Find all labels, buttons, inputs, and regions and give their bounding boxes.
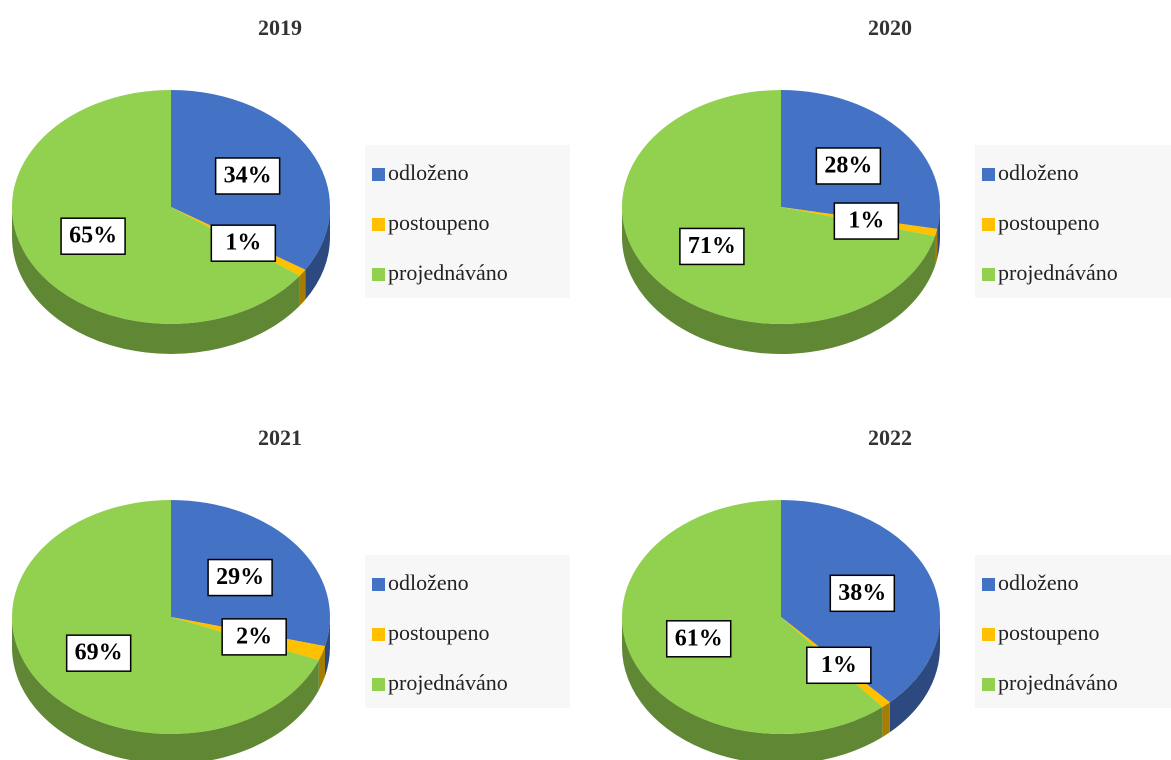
legend-marker (982, 268, 995, 281)
data-label: 2% (236, 623, 272, 649)
legend-marker (982, 168, 995, 181)
pie-side (935, 228, 938, 267)
data-label: 1% (848, 208, 884, 234)
legend-label: odloženo (388, 160, 469, 185)
chart-title: 2021 (258, 425, 302, 450)
data-label-box (221, 618, 287, 656)
legend-label: postoupeno (998, 620, 1099, 645)
legend-box (975, 145, 1171, 298)
legend-label: projednáváno (388, 260, 508, 285)
legend-label: projednáváno (998, 670, 1118, 695)
chart-title: 2020 (868, 15, 912, 40)
legend-marker (372, 628, 385, 641)
pie-side (299, 269, 306, 306)
data-label-box (210, 224, 277, 262)
pie-chart: 2020 28% 1% 71% odloženo postoupeno projednává… (621, 15, 1171, 354)
legend-marker (372, 218, 385, 231)
pie-side (622, 617, 883, 760)
pie-chart: 2019 34% 1% 65% odloženo postoupeno projednává… (11, 15, 570, 354)
legend-marker (982, 578, 995, 591)
legend-label: projednáváno (388, 670, 508, 695)
data-label: 38% (838, 580, 886, 606)
pie-side (12, 617, 319, 760)
legend-marker (372, 678, 385, 691)
pie-slice (11, 500, 319, 734)
pie-slice (11, 90, 300, 325)
pie-chart: 2022 38% 1% 61% odloženo postoupeno projednává… (622, 425, 1171, 760)
pie-side (325, 617, 330, 677)
legend-label: odloženo (998, 570, 1079, 595)
data-label: 34% (224, 162, 272, 188)
legend-label: postoupeno (998, 210, 1099, 235)
legend-label: odloženo (998, 160, 1079, 185)
legend-label: postoupeno (388, 210, 489, 235)
pie-side (622, 207, 936, 354)
legend-marker (372, 578, 385, 591)
data-label-box (806, 646, 872, 685)
pie-chart: 2021 29% 2% 69% odloženo postoupeno projednává… (11, 425, 570, 760)
data-label-box (214, 157, 281, 195)
data-label-box (65, 634, 132, 672)
pie-side (937, 207, 940, 259)
data-label: 29% (216, 564, 264, 590)
data-label-box (833, 202, 900, 240)
pie-side (305, 207, 330, 300)
legend-box (365, 555, 570, 708)
legend-marker (372, 168, 385, 181)
chart-title: 2022 (868, 425, 912, 450)
pie-side (318, 646, 326, 691)
data-label: 1% (225, 230, 261, 256)
data-label: 1% (821, 652, 857, 678)
legend-label: odloženo (388, 570, 469, 595)
data-label: 69% (75, 640, 123, 666)
legend-box (975, 555, 1171, 708)
legend-label: projednáváno (998, 260, 1118, 285)
legend-marker (372, 268, 385, 281)
pie-side (12, 207, 300, 354)
legend-marker (982, 218, 995, 231)
data-label-box (679, 227, 745, 266)
legend-label: postoupeno (388, 620, 489, 645)
legend-marker (982, 628, 995, 641)
data-label: 61% (675, 625, 723, 651)
legend-box (365, 145, 570, 298)
data-label-box (207, 558, 273, 597)
data-label-box (60, 217, 126, 255)
chart-title: 2019 (258, 15, 302, 40)
data-label: 71% (688, 233, 736, 259)
pie-side (882, 702, 890, 738)
pie-slice (621, 90, 936, 325)
data-label-box (665, 620, 732, 658)
data-label: 28% (824, 152, 872, 178)
data-label-box (815, 147, 882, 185)
data-label-box (829, 574, 896, 613)
pie-side (889, 617, 940, 733)
data-label: 65% (69, 223, 117, 249)
legend-marker (982, 678, 995, 691)
